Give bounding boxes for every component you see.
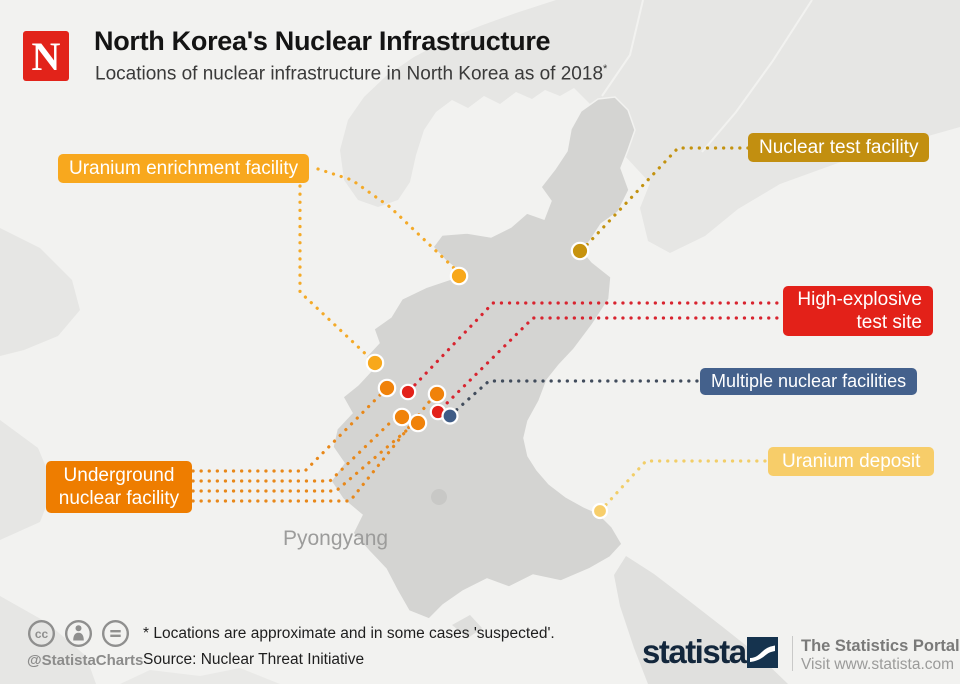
label-high-explosive-test-site: High-explosive test site [783, 286, 933, 336]
pyongyang-city-marker [431, 489, 447, 505]
connector-uranium-enrichment-2 [298, 184, 374, 362]
connector-high-explosive-2 [439, 316, 787, 411]
statista-wordmark: statista [642, 633, 747, 670]
footer-divider [792, 636, 793, 671]
connector-uranium-deposit [601, 459, 767, 510]
border-seam [601, 0, 644, 97]
connector-nuclear-test [581, 146, 750, 251]
svg-text:cc: cc [35, 627, 49, 641]
facility-marker-underground-d [408, 413, 428, 433]
facility-marker-underground-c [392, 407, 412, 427]
connector-underground-2 [191, 413, 400, 483]
connector-high-explosive-1 [409, 301, 787, 391]
page-title: North Korea's Nuclear Infrastructure [94, 26, 551, 56]
facility-marker-uranium-enrichment-b [365, 353, 385, 373]
landmass-south-korea [614, 556, 788, 684]
connector-underground-3 [191, 422, 416, 493]
footnote: * Locations are approximate and in some … [143, 625, 555, 642]
connector-network [191, 146, 787, 520]
facility-marker-uranium-enrichment-a [449, 266, 469, 286]
label-uranium-deposit: Uranium deposit [768, 447, 935, 476]
page-subtitle: Locations of nuclear infrastructure in N… [95, 63, 608, 85]
label-nuclear-test-facility: Nuclear test facility [748, 133, 930, 162]
landmass-west-coast [0, 228, 80, 356]
landmass-north-korea [330, 96, 636, 620]
portal-tagline: The Statistics Portal [801, 637, 960, 655]
cc-icon: cc [27, 619, 56, 648]
facility-marker-uranium-deposit [591, 502, 609, 520]
border-seam [701, 0, 813, 153]
pyongyang-label: Pyongyang [283, 527, 389, 550]
statista-n-logo: N [23, 31, 69, 81]
no-derivatives-equals-icon [101, 619, 130, 648]
label-underground-nuclear-facility: Underground nuclear facility [46, 461, 192, 513]
label-multiple-nuclear-facilities: Multiple nuclear facilities [700, 368, 918, 395]
label-uranium-enrichment-facility: Uranium enrichment facility [58, 154, 310, 183]
facility-marker-multiple-facilities [441, 407, 459, 425]
attribution-person-icon [64, 619, 93, 648]
facility-marker-underground-b [427, 384, 447, 404]
facility-marker-high-explosive-a [399, 383, 417, 401]
island [452, 615, 482, 638]
statista-logo-mark [747, 637, 778, 668]
landmass-southwest [0, 596, 96, 684]
facility-marker-underground-a [377, 378, 397, 398]
landmass-west-coast [0, 420, 54, 540]
portal-url: Visit www.statista.com [801, 656, 955, 673]
statista-charts-handle: @StatistaCharts [27, 652, 144, 669]
island [120, 668, 280, 684]
connector-underground-1 [191, 388, 387, 473]
facility-marker-nuclear-test [570, 241, 590, 261]
connector-uranium-enrichment-1 [316, 167, 458, 272]
logo-letter: N [31, 33, 61, 79]
footnote-mark: * [603, 63, 608, 75]
landmass-china [340, 0, 960, 253]
creative-commons-badges: cc [27, 619, 130, 648]
source-line: Source: Nuclear Threat Initiative [143, 651, 365, 668]
